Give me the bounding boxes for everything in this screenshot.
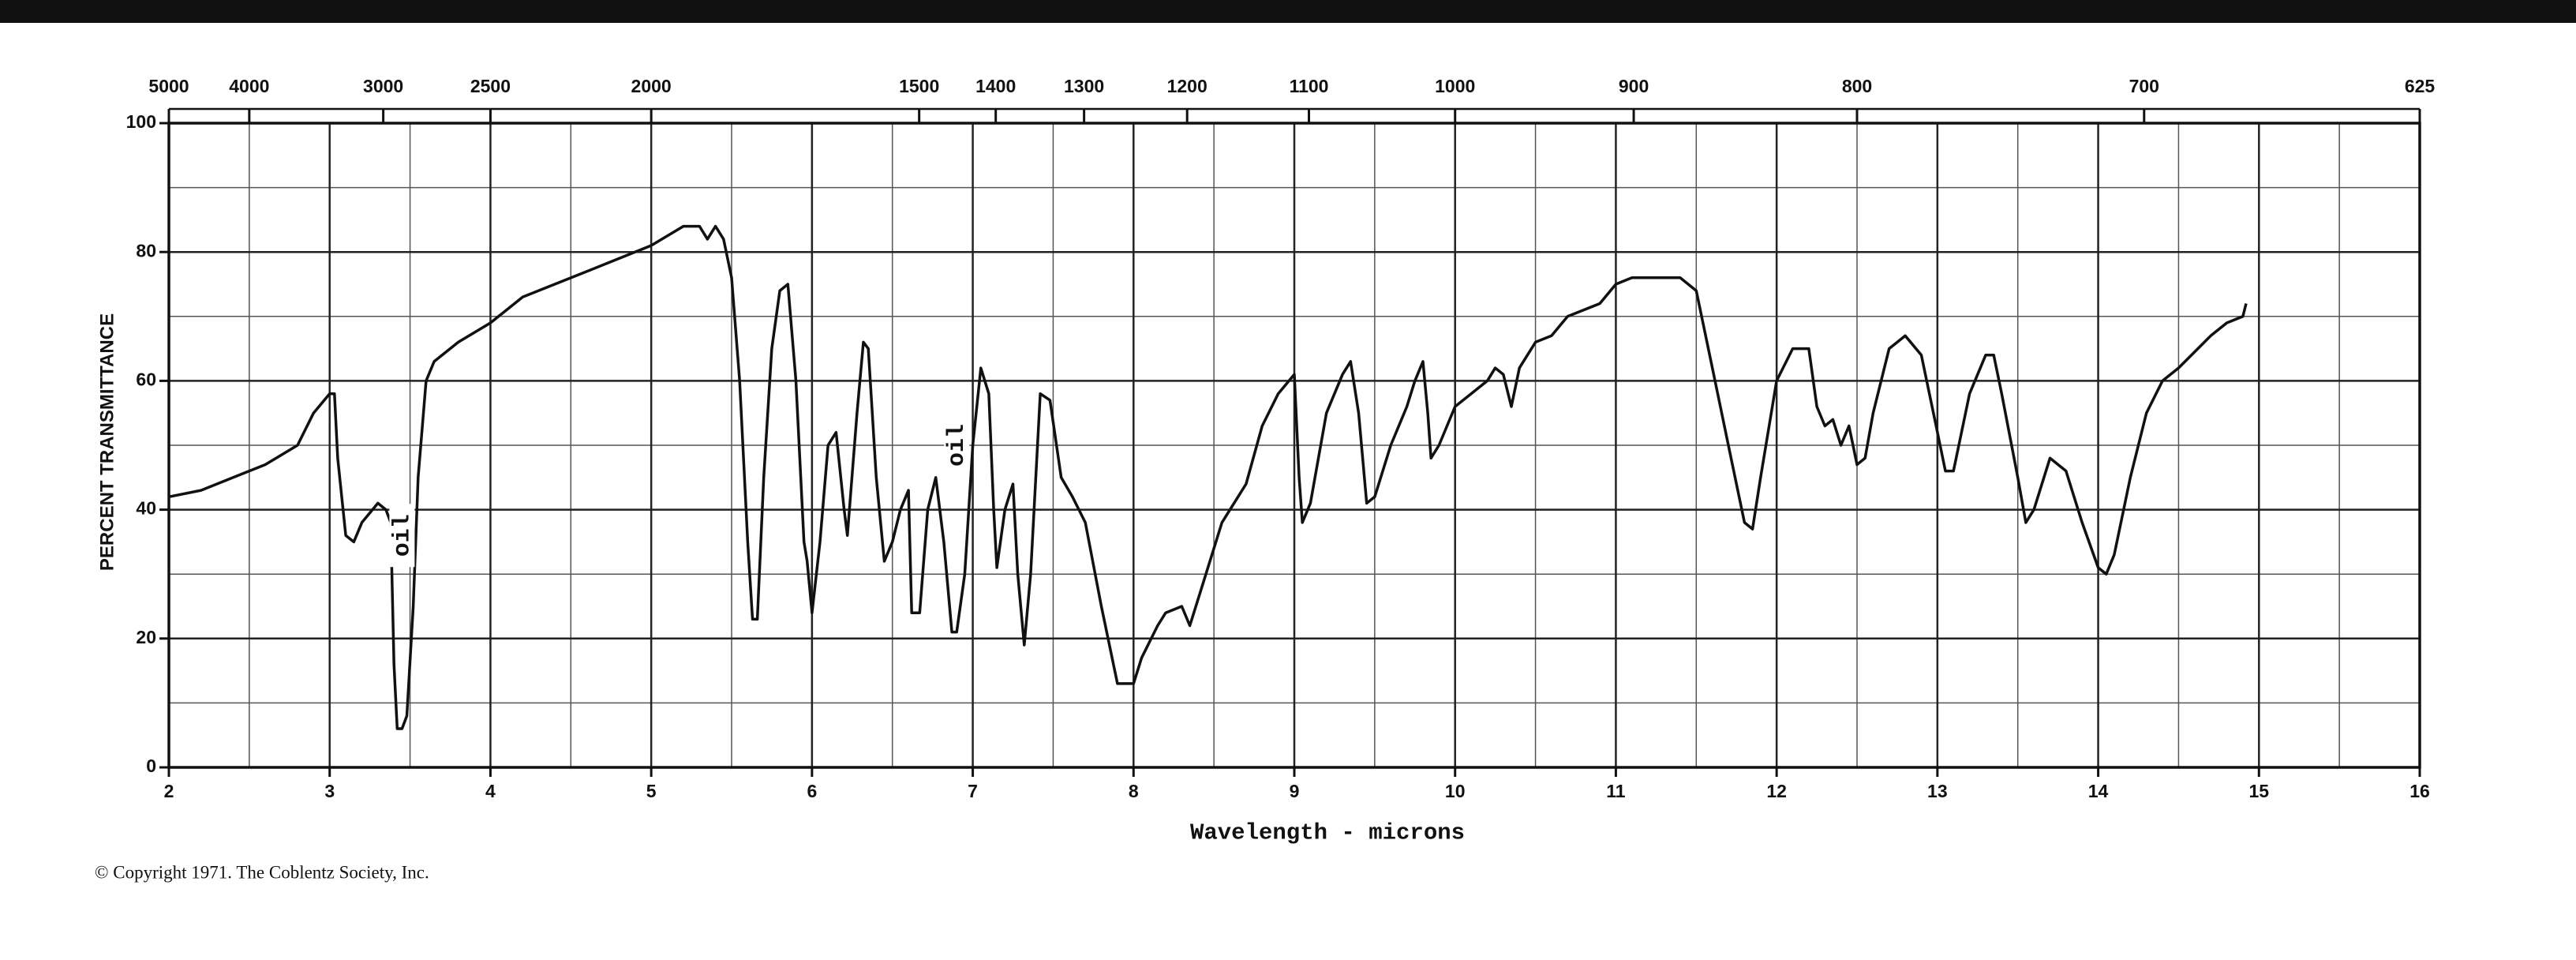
x-tick-label: 12 [1766,781,1787,801]
x-tick-label: 6 [807,781,817,801]
y-tick-label: 100 [126,111,156,132]
x2-tick-label: 1400 [975,76,1016,96]
x2-tick-label: 1100 [1290,76,1329,96]
x2-tick-label: 1200 [1167,76,1208,96]
x-tick-label: 14 [2088,781,2109,801]
x-tick-label: 7 [968,781,978,801]
y-axis-label: PERCENT TRANSMITTANCE [96,313,118,571]
x2-tick-label: 625 [2405,76,2436,96]
annotation: oil [389,514,416,557]
plot-frame [167,122,2421,769]
x-tick-label: 11 [1606,781,1626,801]
x-tick-label: 2 [164,781,174,801]
x-axis-label: Wavelength - microns [1190,820,1465,846]
x2-tick-label: 800 [1842,76,1872,96]
top-bar [0,0,2576,23]
x2-tick-label: 2000 [631,76,672,96]
y-tick-label: 40 [136,498,156,519]
footnote: © Copyright 1971. The Coblentz Society, … [95,862,429,882]
x-tick-label: 15 [2248,781,2269,801]
y-tick-label: 60 [136,369,156,389]
x2-tick-label: 3000 [363,76,403,96]
x-tick-label: 4 [485,781,496,801]
y-tick-label: 80 [136,240,156,261]
x-tick-label: 8 [1129,781,1139,801]
x2-tick-label: 1300 [1064,76,1104,96]
x2-tick-label: 2500 [470,76,511,96]
annotation: oil [944,424,971,467]
y-tick-label: 0 [146,756,156,776]
x2-tick-label: 4000 [229,76,269,96]
x-tick-label: 9 [1290,781,1300,801]
annotation-bg [389,504,415,568]
x-tick-label: 10 [1445,781,1466,801]
x-tick-label: 5 [646,781,657,801]
x2-tick-label: 1500 [899,76,939,96]
x-tick-label: 13 [1927,781,1948,801]
annotation-bg [944,414,970,477]
x2-tick-label: 700 [2129,76,2159,96]
x-tick-label: 16 [2409,781,2430,801]
x2-tick-label: 1000 [1435,76,1475,96]
y-tick-label: 20 [136,627,156,647]
x2-tick-label: 900 [1619,76,1649,96]
x-tick-label: 3 [324,781,335,801]
x2-tick-label: 5000 [148,76,189,96]
spectrum-line [168,224,2248,730]
